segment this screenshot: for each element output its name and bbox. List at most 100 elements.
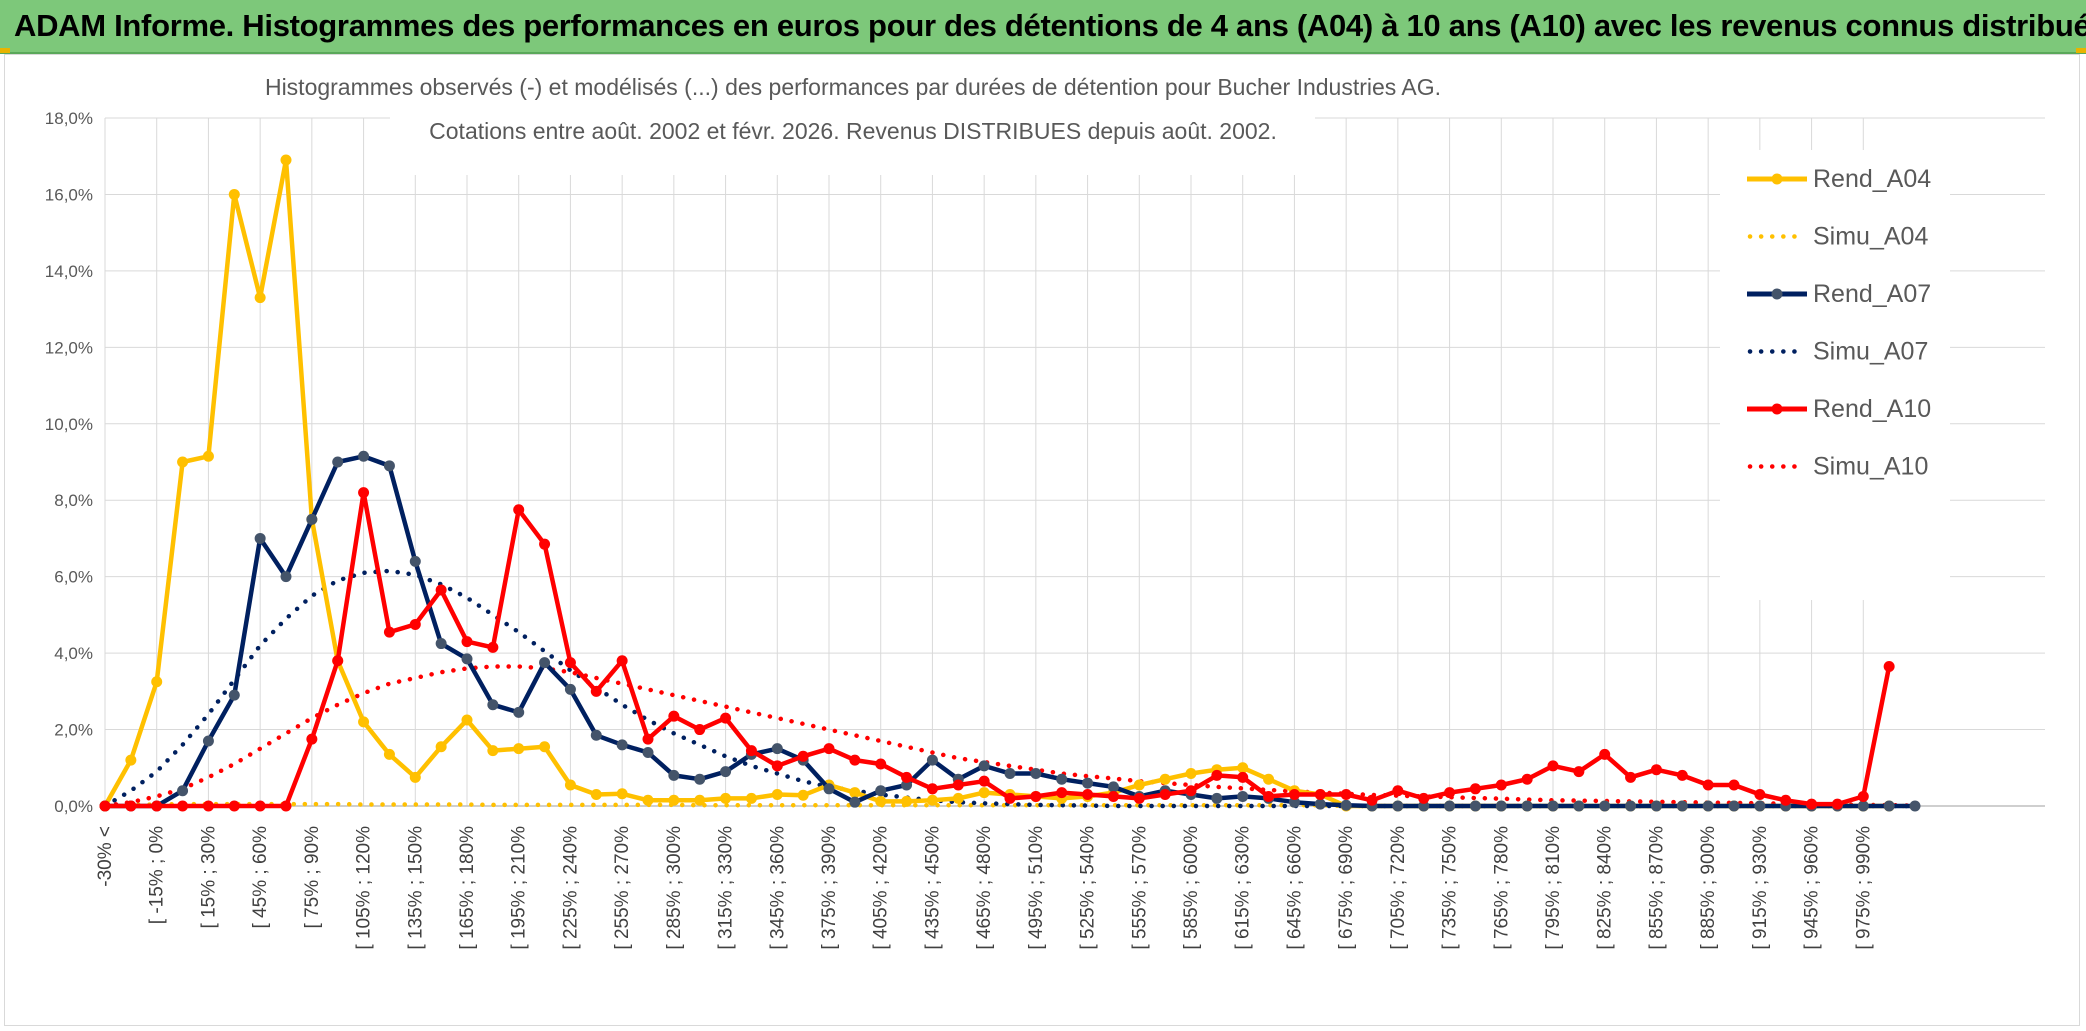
series-line-Simu_A10 bbox=[102, 664, 1918, 809]
legend-label: Simu_A10 bbox=[1813, 453, 1928, 481]
data-point-Rend_A10 bbox=[1728, 779, 1740, 791]
series-Rend_A07 bbox=[99, 450, 1921, 812]
data-point-Rend_A04 bbox=[151, 676, 163, 688]
data-point-Rend_A07 bbox=[1469, 800, 1481, 812]
data-point-Rend_A04 bbox=[1185, 768, 1197, 780]
x-tick-label: [ 15% ; 30% bbox=[198, 826, 219, 929]
data-point-Rend_A07 bbox=[1340, 799, 1352, 811]
data-point-Rend_A07 bbox=[1030, 768, 1042, 780]
data-point-Rend_A07 bbox=[1754, 800, 1766, 812]
data-point-Rend_A07 bbox=[590, 729, 602, 741]
data-point-Rend_A07 bbox=[358, 450, 370, 462]
report-banner: ADAM Informe. Histogrammes des performan… bbox=[0, 0, 2086, 54]
data-point-Rend_A04 bbox=[771, 789, 783, 801]
legend-background bbox=[1720, 150, 1950, 600]
legend-item-Rend_A10: Rend_A10 bbox=[1747, 395, 1931, 423]
data-point-Rend_A10 bbox=[1521, 773, 1533, 785]
data-point-Rend_A07 bbox=[978, 760, 990, 772]
data-point-Rend_A10 bbox=[590, 685, 602, 697]
data-point-Rend_A04 bbox=[513, 743, 525, 755]
data-point-Rend_A10 bbox=[1806, 798, 1818, 810]
subtitle-background bbox=[390, 111, 1315, 175]
y-tick-label: 12,0% bbox=[45, 338, 93, 357]
series-line-Simu_A07 bbox=[102, 568, 1918, 809]
x-tick-label: [ 495% ; 510% bbox=[1026, 826, 1047, 950]
data-point-Rend_A10 bbox=[1625, 771, 1637, 783]
x-tick-label: [ 945% ; 960% bbox=[1802, 826, 1823, 950]
data-point-Rend_A04 bbox=[642, 794, 654, 806]
data-point-Rend_A10 bbox=[1469, 783, 1481, 795]
data-point-Rend_A04 bbox=[952, 792, 964, 804]
data-point-Rend_A04 bbox=[487, 745, 499, 757]
data-point-Rend_A07 bbox=[383, 460, 395, 472]
data-point-Rend_A07 bbox=[1728, 800, 1740, 812]
data-point-Rend_A10 bbox=[1107, 790, 1119, 802]
data-point-Rend_A10 bbox=[1237, 771, 1249, 783]
data-point-Rend_A10 bbox=[202, 800, 214, 812]
y-tick-label: 16,0% bbox=[45, 185, 93, 204]
data-point-Rend_A07 bbox=[539, 657, 551, 669]
data-point-Rend_A07 bbox=[1909, 800, 1921, 812]
data-point-Rend_A10 bbox=[1857, 790, 1869, 802]
corner-accent-left bbox=[0, 48, 10, 53]
legend-item-Simu_A07: Simu_A07 bbox=[1747, 338, 1928, 366]
report-title: ADAM Informe. Histogrammes des performan… bbox=[14, 8, 2086, 43]
data-point-Rend_A07 bbox=[1521, 800, 1533, 812]
data-point-Rend_A10 bbox=[539, 538, 551, 550]
data-point-Rend_A10 bbox=[875, 758, 887, 770]
data-point-Rend_A10 bbox=[1754, 789, 1766, 801]
data-point-Rend_A04 bbox=[1133, 779, 1145, 791]
legend-marker bbox=[1771, 403, 1783, 415]
data-point-Rend_A07 bbox=[849, 796, 861, 808]
series-Rend_A04 bbox=[99, 154, 1895, 812]
x-tick-label: [ 345% ; 360% bbox=[767, 826, 788, 950]
x-tick-label: [ 825% ; 840% bbox=[1595, 826, 1616, 950]
data-point-Rend_A10 bbox=[668, 710, 680, 722]
axis-layer: 0,0% 2,0% 4,0% 6,0% 8,0% 10,0% 12,0% 14,0% 16,0%… bbox=[45, 109, 2045, 950]
series-line-Rend_A04 bbox=[103, 157, 1890, 809]
x-tick-label: [ 135% ; 150% bbox=[405, 826, 426, 950]
title-layer: Histogrammes observés (-) et modélisés (… bbox=[200, 59, 1505, 175]
x-tick-label: [ 45% ; 60% bbox=[250, 826, 271, 929]
data-point-Rend_A10 bbox=[745, 745, 757, 757]
chart-title: Histogrammes observés (-) et modélisés (… bbox=[265, 74, 1441, 100]
legend-item-Rend_A07: Rend_A07 bbox=[1747, 280, 1931, 308]
data-point-Rend_A10 bbox=[487, 641, 499, 653]
data-point-Rend_A10 bbox=[564, 657, 576, 669]
x-tick-label: [ 705% ; 720% bbox=[1388, 826, 1409, 950]
data-point-Rend_A07 bbox=[1547, 800, 1559, 812]
data-point-Rend_A07 bbox=[1573, 800, 1585, 812]
data-point-Rend_A07 bbox=[1082, 777, 1094, 789]
data-point-Rend_A07 bbox=[1650, 800, 1662, 812]
data-point-Rend_A10 bbox=[901, 771, 913, 783]
data-point-Rend_A10 bbox=[435, 584, 447, 596]
data-point-Rend_A10 bbox=[1366, 794, 1378, 806]
data-point-Rend_A10 bbox=[823, 743, 835, 755]
data-point-Rend_A10 bbox=[1599, 748, 1611, 760]
data-point-Rend_A10 bbox=[254, 800, 266, 812]
x-tick-label: [ 795% ; 810% bbox=[1543, 826, 1564, 950]
data-point-Rend_A04 bbox=[383, 748, 395, 760]
data-point-Rend_A04 bbox=[849, 787, 861, 799]
x-tick-label: [ 255% ; 270% bbox=[612, 826, 633, 950]
data-point-Rend_A04 bbox=[409, 771, 421, 783]
x-tick-label: -30% < bbox=[95, 826, 116, 887]
legend-marker bbox=[1771, 173, 1783, 185]
data-point-Rend_A10 bbox=[952, 779, 964, 791]
data-point-Rend_A07 bbox=[1314, 798, 1326, 810]
data-point-Rend_A07 bbox=[332, 456, 344, 468]
legend-marker bbox=[1771, 288, 1783, 300]
data-point-Rend_A04 bbox=[797, 789, 809, 801]
data-point-Rend_A07 bbox=[1288, 796, 1300, 808]
data-point-Rend_A04 bbox=[358, 716, 370, 728]
data-point-Rend_A07 bbox=[461, 653, 473, 665]
data-point-Rend_A10 bbox=[280, 800, 292, 812]
data-point-Rend_A07 bbox=[616, 739, 628, 751]
data-point-Rend_A04 bbox=[228, 188, 240, 200]
x-tick-label: [ 225% ; 240% bbox=[560, 826, 581, 950]
x-tick-label: [ 465% ; 480% bbox=[974, 826, 995, 950]
data-point-Rend_A10 bbox=[1185, 785, 1197, 797]
x-tick-label: [ 615% ; 630% bbox=[1233, 826, 1254, 950]
data-point-Rend_A10 bbox=[1288, 789, 1300, 801]
data-point-Rend_A10 bbox=[383, 626, 395, 638]
